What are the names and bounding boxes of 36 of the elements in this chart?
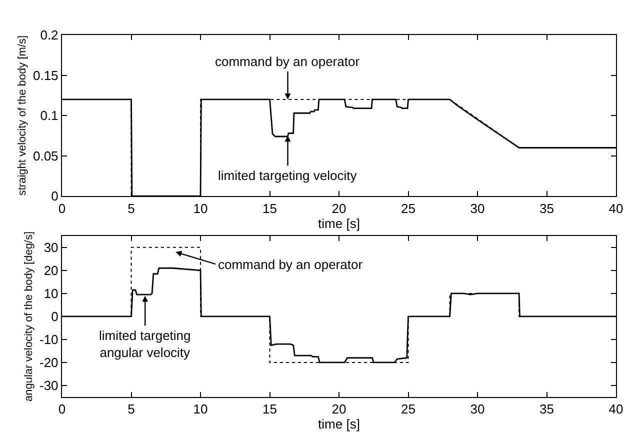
annotation: limited targeting velocity (218, 168, 358, 183)
x-tick-label: 15 (262, 200, 277, 216)
x-tick-label: 40 (608, 402, 624, 417)
y-tick-label: 0.15 (32, 68, 58, 83)
x-tick-label: 10 (193, 200, 208, 216)
x-tick-label: 5 (128, 200, 135, 216)
y-tick-label: 0.05 (32, 148, 58, 164)
x-tick-label: 25 (401, 200, 416, 216)
y-axis-title: straight velocity of the body [m/s] (16, 35, 29, 196)
y-tick-label: 0.1 (40, 108, 58, 124)
x-tick-label: 20 (332, 200, 346, 216)
x-tick-label: 10 (193, 402, 208, 417)
x-tick-label: 20 (332, 402, 346, 417)
y-tick-label: 0 (51, 188, 58, 204)
y-tick-label: 0.2 (40, 28, 58, 43)
x-tick-label: 30 (470, 402, 485, 417)
x-tick-label: 40 (608, 200, 624, 216)
y-tick-label: 30 (44, 240, 58, 255)
annotation: limited targeting angular velocity (99, 328, 191, 360)
annotation: command by an operator (218, 257, 364, 272)
x-tick-label: 35 (540, 402, 554, 417)
y-tick-label: 20 (44, 262, 58, 278)
annotation: command by an operator (215, 54, 360, 69)
y-axis-title: angular velocity of the body [deg/s] (23, 231, 36, 402)
x-axis-title: time [s] (318, 416, 360, 432)
x-axis-title: time [s] (318, 216, 360, 231)
y-tick-label: 10 (44, 286, 58, 301)
y-tick-label: -30 (40, 378, 58, 394)
y-tick-label: -10 (40, 332, 58, 348)
x-tick-label: 25 (401, 402, 416, 417)
x-tick-label: 15 (262, 402, 277, 417)
y-tick-label: -20 (40, 355, 58, 370)
x-tick-label: 30 (470, 200, 485, 216)
x-tick-label: 5 (128, 402, 135, 417)
x-tick-label: 35 (540, 200, 554, 216)
y-tick-label: 0 (51, 309, 58, 324)
